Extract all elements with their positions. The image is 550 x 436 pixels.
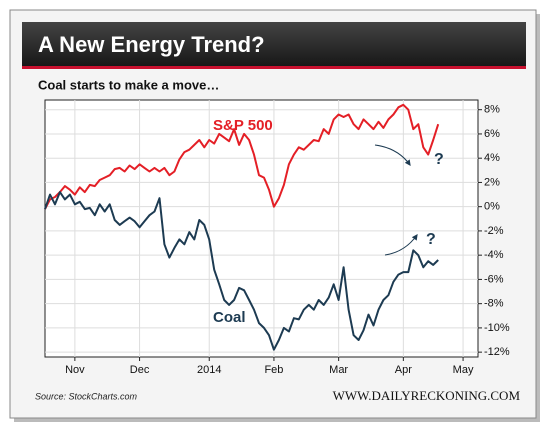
site: WWW.DAILYRECKONING.COM [333, 388, 521, 403]
y-tick-label: -12% [484, 346, 510, 358]
x-tick-label: 2014 [197, 364, 221, 376]
x-tick-label: Feb [264, 364, 283, 376]
plot-area [44, 99, 479, 358]
x-tick-label: Apr [395, 364, 412, 376]
y-tick-label: 2% [484, 176, 500, 188]
y-tick-label: 8% [484, 104, 500, 116]
x-tick-label: May [453, 364, 474, 376]
arrow [384, 234, 418, 256]
header-rule [22, 66, 526, 69]
y-tick-label: -2% [484, 225, 504, 237]
y-tick-label: 0% [484, 201, 500, 213]
annotation: ? [434, 151, 444, 168]
y-tick-label: 4% [484, 152, 500, 164]
header-bar [22, 22, 526, 68]
series-line [44, 191, 439, 351]
plot: -12% -10% -8% -6% -4% -2% 0% 2% 4% 6% 8% Nov Dec 2014… [44, 100, 510, 376]
y-tick-label: -10% [484, 322, 510, 334]
y-tick-label: -8% [484, 298, 504, 310]
series-label: S&P 500 [213, 117, 273, 134]
x-tick-label: Dec [130, 364, 150, 376]
y-tick-label: 6% [484, 128, 500, 140]
source: Source: StockCharts.com [35, 391, 138, 401]
annotation: ? [426, 231, 436, 248]
subtitle: Coal starts to make a move… [38, 77, 219, 92]
y-tick-label: -4% [484, 249, 504, 261]
y-tick-label: -6% [484, 273, 504, 285]
x-tick-label: Nov [65, 364, 85, 376]
x-tick-label: Mar [329, 364, 348, 376]
series-label: Coal [213, 309, 246, 326]
series-line [44, 103, 440, 210]
arrow [374, 144, 411, 166]
chart-title: A New Energy Trend? [38, 32, 265, 57]
